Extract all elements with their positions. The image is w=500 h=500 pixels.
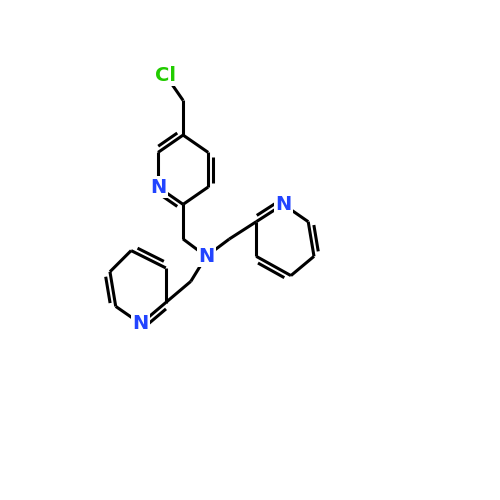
Text: N: N xyxy=(275,195,291,214)
Text: Cl: Cl xyxy=(156,66,176,85)
Text: N: N xyxy=(198,247,214,266)
Text: N: N xyxy=(150,178,166,197)
Text: N: N xyxy=(132,314,149,333)
